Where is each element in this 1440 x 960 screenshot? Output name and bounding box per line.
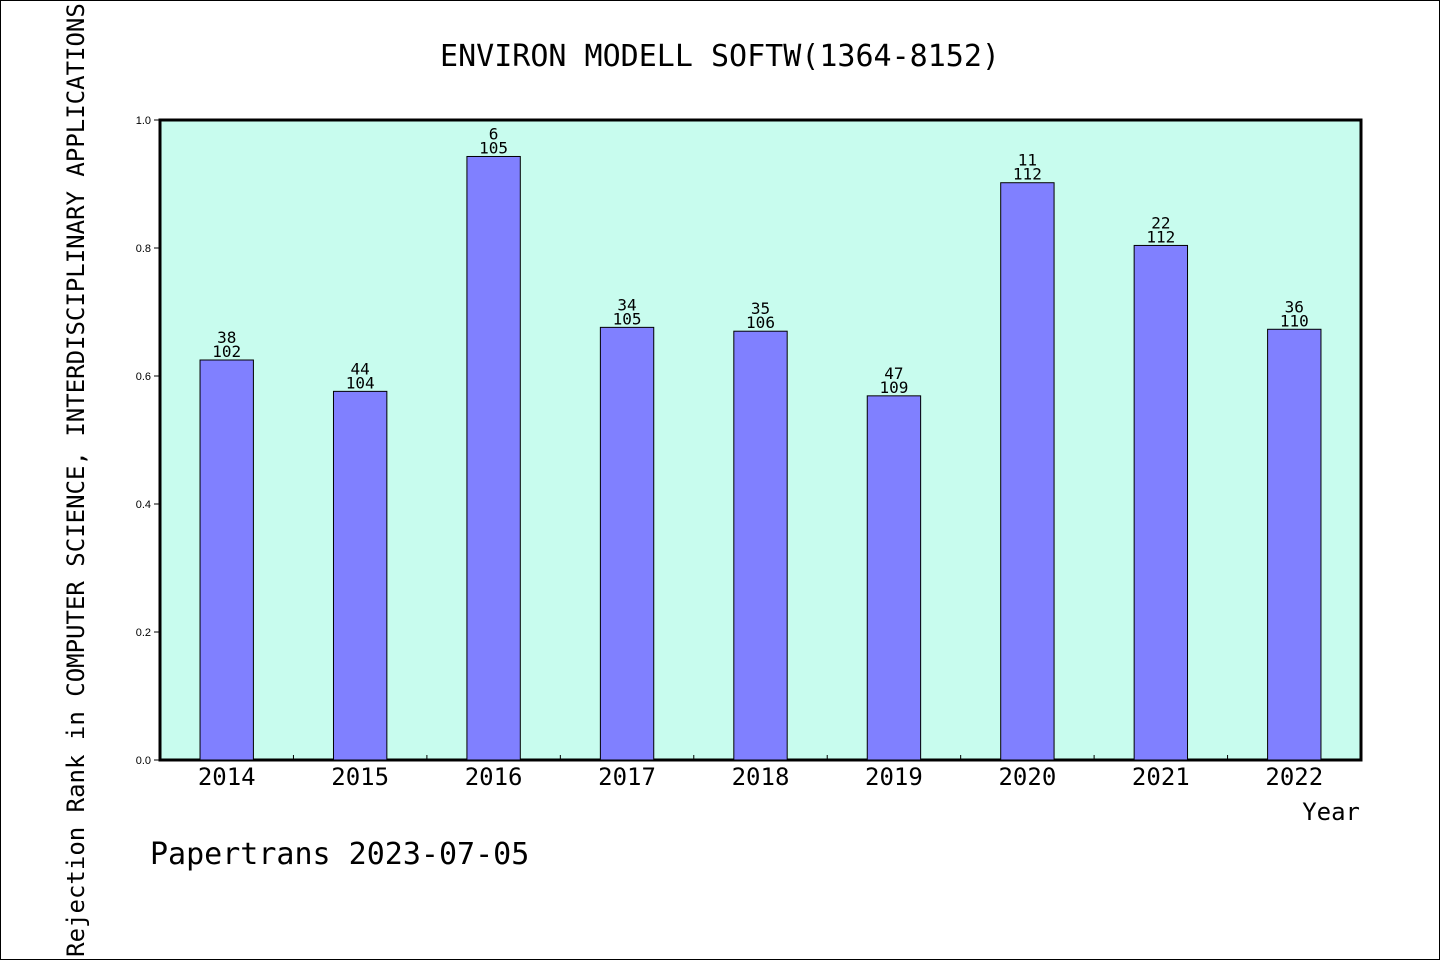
x-tick-label-2015: 2015 xyxy=(331,763,389,791)
chart-title: ENVIRON MODELL SOFTW(1364-8152) xyxy=(440,39,1000,74)
x-tick-label-2016: 2016 xyxy=(465,763,523,791)
y-tick-label-0.0: 0.0 xyxy=(136,755,151,767)
bar-2017 xyxy=(599,326,655,761)
bar-rank-label-2019: 47 xyxy=(884,364,903,383)
x-tick-label-2021: 2021 xyxy=(1132,763,1190,791)
bar-total-label-2014: 102 xyxy=(212,342,241,361)
bar-rank-label-2016: 6 xyxy=(489,124,499,143)
bar-total-label-2018: 106 xyxy=(746,313,775,332)
bar-total-label-2017: 105 xyxy=(613,309,642,328)
bar-2019 xyxy=(866,395,922,761)
bar-total-label-2015: 104 xyxy=(346,373,375,392)
bar-total-label-2021: 112 xyxy=(1146,227,1175,246)
bar-total-label-2020: 112 xyxy=(1013,165,1042,184)
bar-rank-label-2022: 36 xyxy=(1285,297,1304,316)
x-tick-label-2020: 2020 xyxy=(998,763,1056,791)
bar-rank-label-2021: 22 xyxy=(1151,213,1170,232)
bar-total-label-2022: 110 xyxy=(1280,311,1309,330)
y-tick-label-0.6: 0.6 xyxy=(136,371,151,383)
bar-rank-label-2015: 44 xyxy=(351,359,370,378)
bars-group xyxy=(199,155,1322,761)
bar-rank-label-2017: 34 xyxy=(617,295,636,314)
bar-2016 xyxy=(466,155,521,761)
y-axis: 0.0 0.2 0.4 0.6 0.8 1.0 xyxy=(136,115,160,767)
x-tick-label-2014: 2014 xyxy=(198,763,256,791)
bar-rank-label-2018: 35 xyxy=(751,299,770,318)
y-axis-label: Rejection Rank in COMPUTER SCIENCE, INTE… xyxy=(62,3,90,957)
bar-2018 xyxy=(733,330,788,761)
bar-total-label-2019: 109 xyxy=(879,378,908,397)
x-tick-label-2018: 2018 xyxy=(732,763,790,791)
y-tick-label-0.4: 0.4 xyxy=(136,499,151,511)
x-tick-label-2019: 2019 xyxy=(865,763,923,791)
x-axis: 2014 2015 2016 2017 2018 2019 2020 2021 2022 xyxy=(198,755,1323,791)
x-tick-label-2022: 2022 xyxy=(1265,763,1323,791)
x-axis-label: Year xyxy=(1302,798,1360,826)
bar-2014 xyxy=(199,359,254,761)
bar-2022 xyxy=(1267,328,1322,761)
bar-2021 xyxy=(1133,244,1189,761)
y-tick-label-1.0: 1.0 xyxy=(136,115,151,127)
x-tick-label-2017: 2017 xyxy=(598,763,656,791)
bar-rank-label-2014: 38 xyxy=(217,328,236,347)
y-tick-label-0.2: 0.2 xyxy=(136,627,151,639)
y-tick-label-0.8: 0.8 xyxy=(136,243,151,255)
footer-credit: Papertrans 2023-07-05 xyxy=(150,837,529,872)
bar-rank-label-2020: 11 xyxy=(1018,151,1037,170)
bar-total-label-2016: 105 xyxy=(479,138,508,157)
bar-2015 xyxy=(332,390,388,761)
bar-labels-group: 3810244104610534105351064710911112221123… xyxy=(212,124,1308,396)
bar-2020 xyxy=(1000,182,1055,761)
